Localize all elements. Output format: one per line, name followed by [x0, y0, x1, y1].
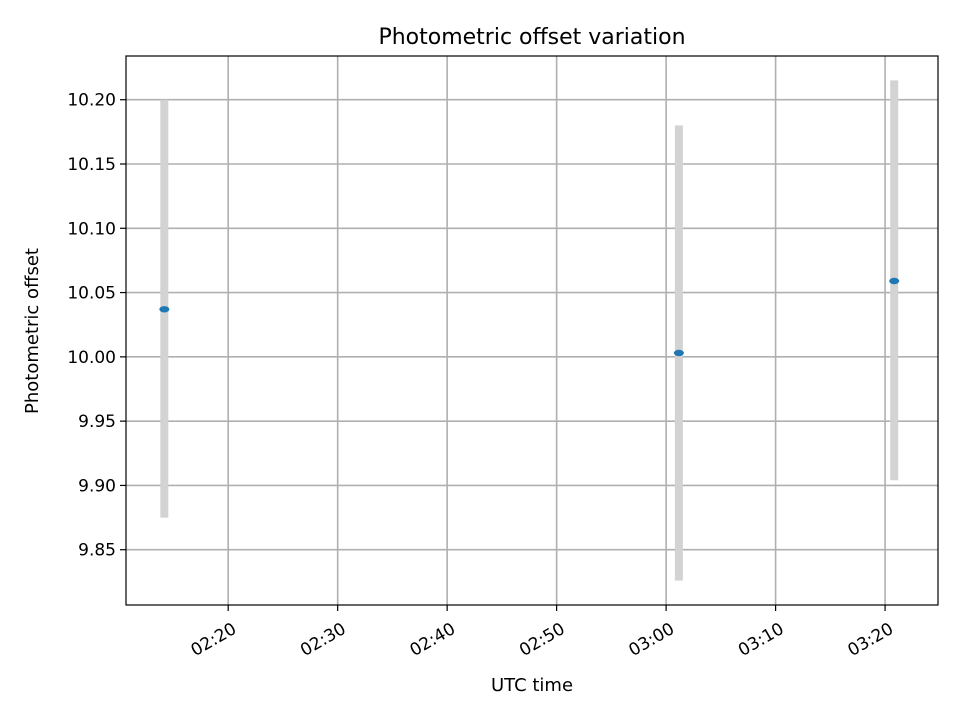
data-point [889, 277, 900, 285]
data-point [159, 306, 170, 313]
grid [126, 56, 938, 605]
y-tick-label: 9.85 [78, 541, 116, 561]
data-points [159, 277, 900, 357]
y-tick-label: 9.90 [78, 476, 116, 496]
y-tick-label: 10.15 [67, 155, 116, 175]
x-axis-label: UTC time [491, 675, 573, 696]
y-axis-label: Photometric offset [22, 248, 43, 414]
y-tick-label: 10.10 [67, 219, 116, 239]
y-axis-ticks: 9.85 9.90 9.95 10.00 10.05 10.10 10.15 10.20 [67, 91, 126, 561]
y-tick-label: 10.00 [67, 348, 116, 368]
y-tick-label: 10.20 [67, 91, 116, 111]
y-tick-label: 9.95 [78, 412, 116, 432]
data-point [673, 349, 684, 357]
y-tick-label: 10.05 [67, 284, 116, 304]
plot-frame [125, 55, 939, 606]
chart-title: Photometric offset variation [378, 25, 685, 50]
